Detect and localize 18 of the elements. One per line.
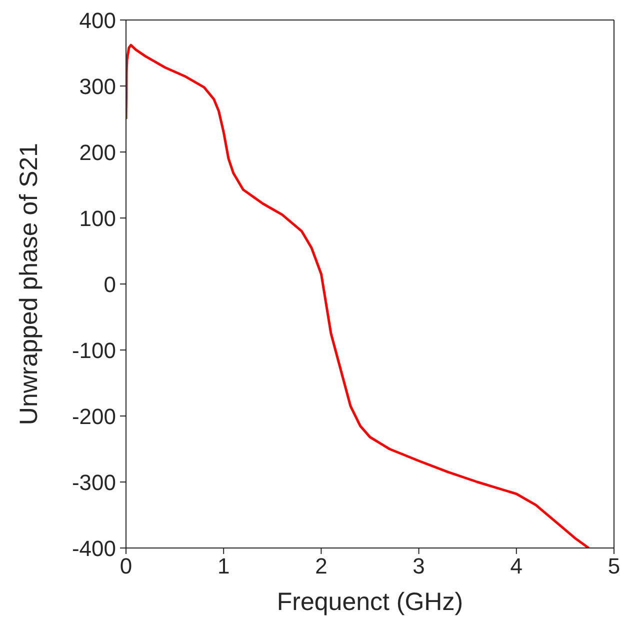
y-tick-label: 400 <box>79 8 116 33</box>
x-axis-title: Frequenct (GHz) <box>276 588 464 616</box>
x-tick-label: 3 <box>412 554 425 579</box>
y-tick-label: -200 <box>72 404 116 429</box>
y-tick-label: 100 <box>79 206 116 231</box>
x-tick-label: 2 <box>315 554 328 579</box>
y-axis-title: Unwrapped phase of S21 <box>14 142 43 426</box>
x-tick-label: 1 <box>217 554 230 579</box>
line-series <box>126 44 590 548</box>
y-tick-label: 200 <box>79 140 116 165</box>
x-tick-label: 0 <box>120 554 132 579</box>
y-tick-label: -400 <box>72 536 116 561</box>
y-tick-label: -300 <box>72 470 116 495</box>
x-tick-label: 4 <box>510 554 523 579</box>
y-tick-label: 300 <box>79 74 116 99</box>
y-tick-label: -100 <box>72 338 116 363</box>
x-tick-label: 5 <box>608 554 620 579</box>
y-tick-label: 0 <box>104 272 116 297</box>
